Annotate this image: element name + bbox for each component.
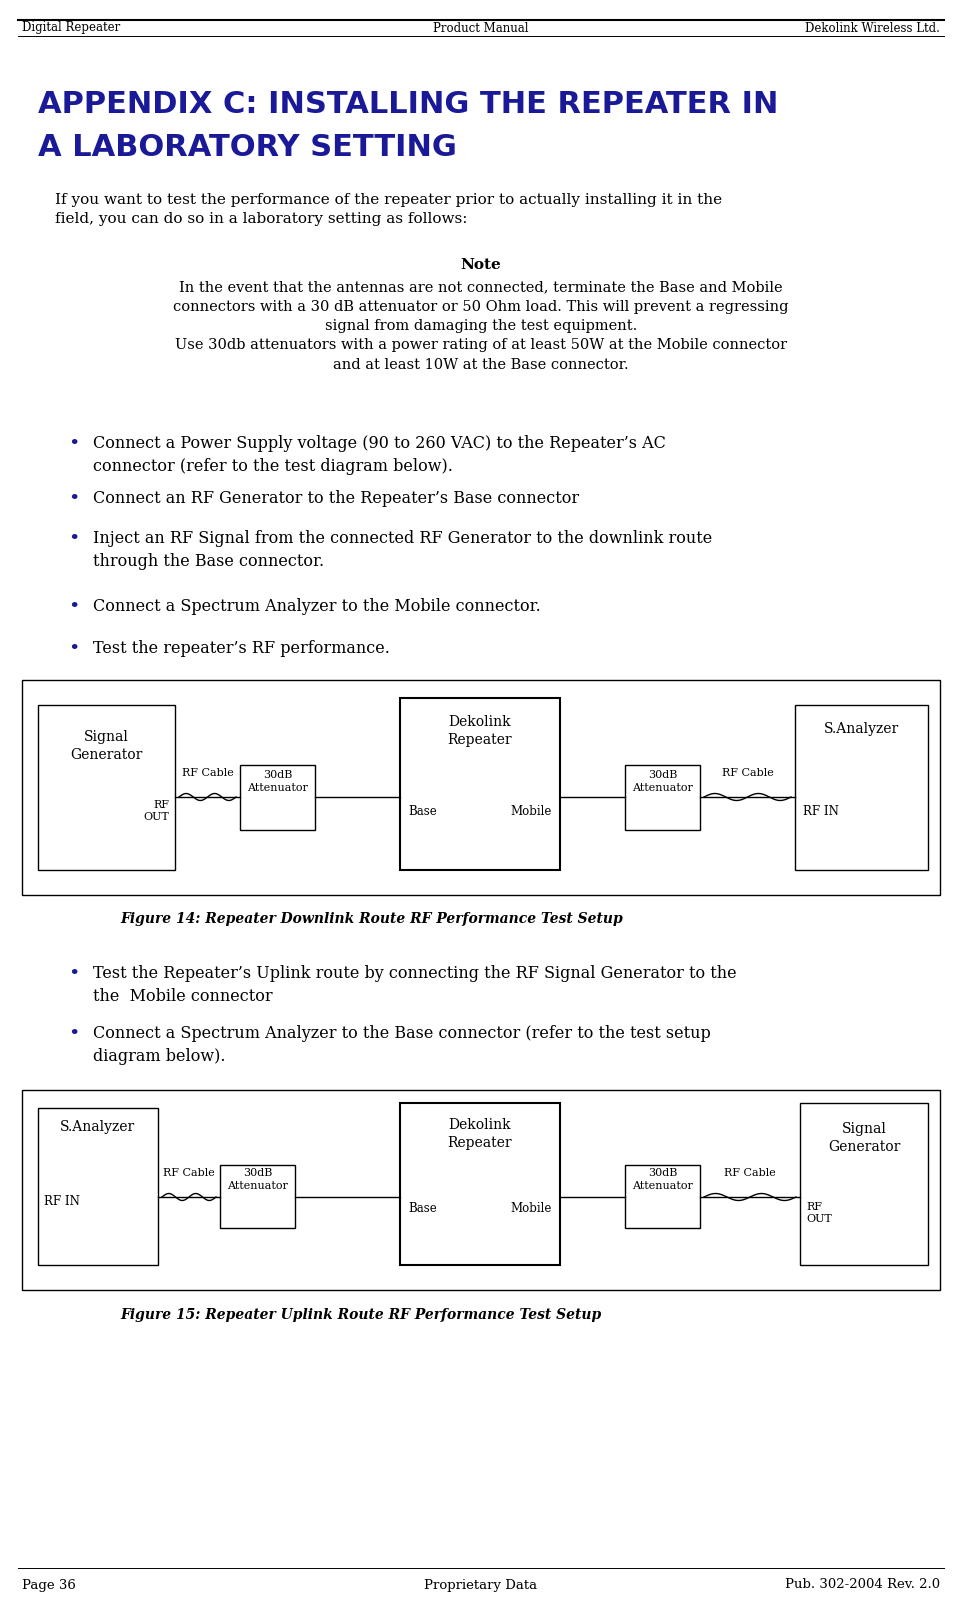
Text: Base: Base xyxy=(407,1201,436,1214)
Text: Dekolink Wireless Ltd.: Dekolink Wireless Ltd. xyxy=(804,21,939,35)
Bar xyxy=(38,706,175,869)
Text: Mobile: Mobile xyxy=(510,1201,552,1214)
Text: Signal
Generator: Signal Generator xyxy=(70,730,142,762)
Text: Connect a Power Supply voltage (90 to 260 VAC) to the Repeater’s AC
connector (r: Connect a Power Supply voltage (90 to 26… xyxy=(93,435,665,475)
Bar xyxy=(794,706,927,869)
Text: Connect a Spectrum Analyzer to the Base connector (refer to the test setup
diagr: Connect a Spectrum Analyzer to the Base … xyxy=(93,1025,710,1065)
Bar xyxy=(22,1091,939,1290)
Text: S.Analyzer: S.Analyzer xyxy=(61,1120,136,1134)
Bar xyxy=(239,765,314,829)
Text: Note: Note xyxy=(460,258,501,273)
Text: S.Analyzer: S.Analyzer xyxy=(823,722,899,736)
Text: RF Cable: RF Cable xyxy=(182,768,234,778)
Text: Test the repeater’s RF performance.: Test the repeater’s RF performance. xyxy=(93,640,389,658)
Bar xyxy=(625,1165,700,1229)
Text: Product Manual: Product Manual xyxy=(432,21,529,35)
Text: RF Cable: RF Cable xyxy=(163,1168,214,1177)
Text: Digital Repeater: Digital Repeater xyxy=(22,21,120,35)
Text: Connect an RF Generator to the Repeater’s Base connector: Connect an RF Generator to the Repeater’… xyxy=(93,489,579,507)
Text: •: • xyxy=(68,1025,80,1043)
Text: RF IN: RF IN xyxy=(44,1195,80,1208)
Text: Base: Base xyxy=(407,805,436,818)
Text: RF
OUT: RF OUT xyxy=(143,800,169,823)
Bar xyxy=(800,1104,927,1266)
Text: Figure 15: Repeater Uplink Route RF Performance Test Setup: Figure 15: Repeater Uplink Route RF Perf… xyxy=(120,1307,601,1322)
Text: Signal
Generator: Signal Generator xyxy=(827,1123,899,1155)
Text: •: • xyxy=(68,598,80,616)
Text: •: • xyxy=(68,435,80,452)
Text: 30dB
Attenuator: 30dB Attenuator xyxy=(247,770,308,792)
Text: 30dB
Attenuator: 30dB Attenuator xyxy=(227,1168,287,1190)
Text: Mobile: Mobile xyxy=(510,805,552,818)
Bar xyxy=(400,1104,559,1266)
Text: RF Cable: RF Cable xyxy=(724,1168,776,1177)
Text: If you want to test the performance of the repeater prior to actually installing: If you want to test the performance of t… xyxy=(55,192,722,226)
Bar xyxy=(22,680,939,895)
Text: Connect a Spectrum Analyzer to the Mobile connector.: Connect a Spectrum Analyzer to the Mobil… xyxy=(93,598,540,614)
Bar xyxy=(38,1108,158,1266)
Text: Dekolink
Repeater: Dekolink Repeater xyxy=(447,715,512,747)
Text: •: • xyxy=(68,529,80,549)
Text: RF Cable: RF Cable xyxy=(721,768,773,778)
Text: Pub. 302-2004 Rev. 2.0: Pub. 302-2004 Rev. 2.0 xyxy=(784,1578,939,1591)
Bar xyxy=(625,765,700,829)
Bar xyxy=(220,1165,295,1229)
Text: •: • xyxy=(68,489,80,508)
Text: RF IN: RF IN xyxy=(802,805,838,818)
Text: Test the Repeater’s Uplink route by connecting the RF Signal Generator to the
th: Test the Repeater’s Uplink route by conn… xyxy=(93,966,736,1004)
Text: A LABORATORY SETTING: A LABORATORY SETTING xyxy=(38,133,456,162)
Text: Dekolink
Repeater: Dekolink Repeater xyxy=(447,1118,512,1150)
Text: RF
OUT: RF OUT xyxy=(805,1201,831,1224)
Text: 30dB
Attenuator: 30dB Attenuator xyxy=(631,770,692,792)
Text: 30dB
Attenuator: 30dB Attenuator xyxy=(631,1168,692,1190)
Text: In the event that the antennas are not connected, terminate the Base and Mobile
: In the event that the antennas are not c… xyxy=(173,281,788,372)
Text: •: • xyxy=(68,640,80,658)
Text: Figure 14: Repeater Downlink Route RF Performance Test Setup: Figure 14: Repeater Downlink Route RF Pe… xyxy=(120,913,622,926)
Bar xyxy=(400,698,559,869)
Text: Page 36: Page 36 xyxy=(22,1578,76,1591)
Text: •: • xyxy=(68,966,80,983)
Text: Inject an RF Signal from the connected RF Generator to the downlink route
throug: Inject an RF Signal from the connected R… xyxy=(93,529,711,569)
Text: APPENDIX C: INSTALLING THE REPEATER IN: APPENDIX C: INSTALLING THE REPEATER IN xyxy=(38,90,777,119)
Text: Proprietary Data: Proprietary Data xyxy=(424,1578,537,1591)
